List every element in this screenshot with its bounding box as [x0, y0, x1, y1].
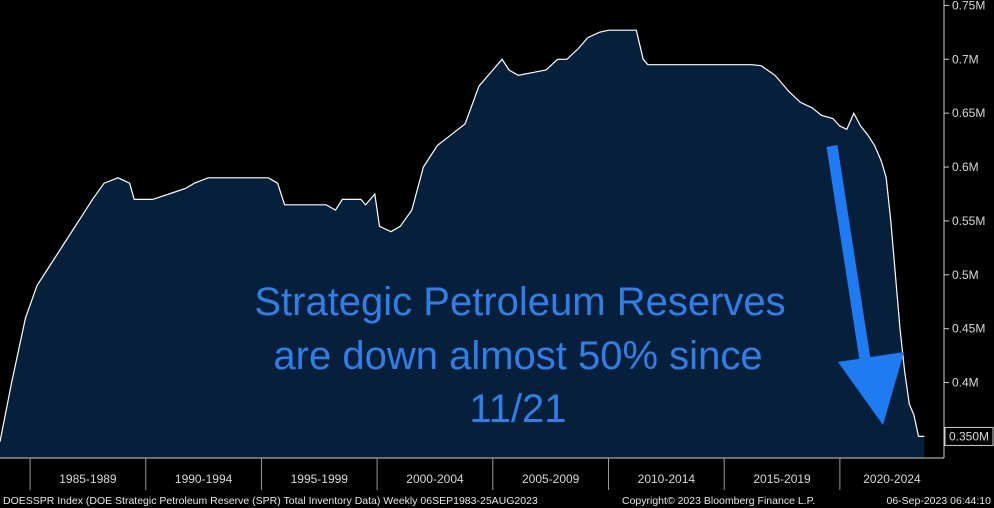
- x-tick-label: 1985-1989: [59, 472, 117, 486]
- annotation-line-3: 11/21: [469, 387, 566, 431]
- y-tick-label: 0.5M: [952, 268, 979, 282]
- inventory-area: [0, 30, 925, 458]
- last-value-marker: 0.350M: [944, 426, 994, 446]
- y-axis-ticks: 0.4M 0.45M 0.5M 0.55M 0.6M 0.65M 0.7M 0.75M: [944, 0, 985, 390]
- x-tick-label: 2010-2014: [638, 472, 696, 486]
- x-tick-label: 2015-2019: [753, 472, 811, 486]
- x-tick-label: 1990-1994: [175, 472, 233, 486]
- x-tick-label: 2020-2024: [863, 472, 921, 486]
- y-tick-label: 0.7M: [952, 52, 979, 66]
- footer-source: DOESSPR Index (DOE Strategic Petroleum R…: [3, 495, 538, 507]
- y-tick-label: 0.75M: [952, 0, 985, 12]
- down-arrow-icon: [826, 145, 904, 425]
- x-axis-ticks: 1985-1989 1990-1994 1995-1999 2000-2004 2005…: [29, 458, 921, 490]
- y-tick-label: 0.45M: [952, 322, 985, 336]
- footer-timestamp: 06-Sep-2023 06:44:10: [886, 495, 991, 507]
- x-tick-label: 1995-1999: [291, 472, 349, 486]
- y-tick-label: 0.6M: [952, 160, 979, 174]
- y-tick-label: 0.65M: [952, 106, 985, 120]
- last-value-label: 0.350M: [949, 429, 989, 443]
- footer-copyright: Copyright© 2023 Bloomberg Finance L.P.: [622, 495, 816, 507]
- y-tick-label: 0.55M: [952, 214, 985, 228]
- last-value-box: [944, 426, 994, 446]
- x-tick-label: 2000-2004: [406, 472, 464, 486]
- inventory-line: [0, 29, 925, 442]
- y-tick-label: 0.4M: [952, 376, 979, 390]
- annotation-line-1: Strategic Petroleum Reserves: [254, 280, 785, 324]
- x-tick-label: 2005-2009: [522, 472, 580, 486]
- annotation-line-2: are down almost 50% since: [273, 334, 762, 378]
